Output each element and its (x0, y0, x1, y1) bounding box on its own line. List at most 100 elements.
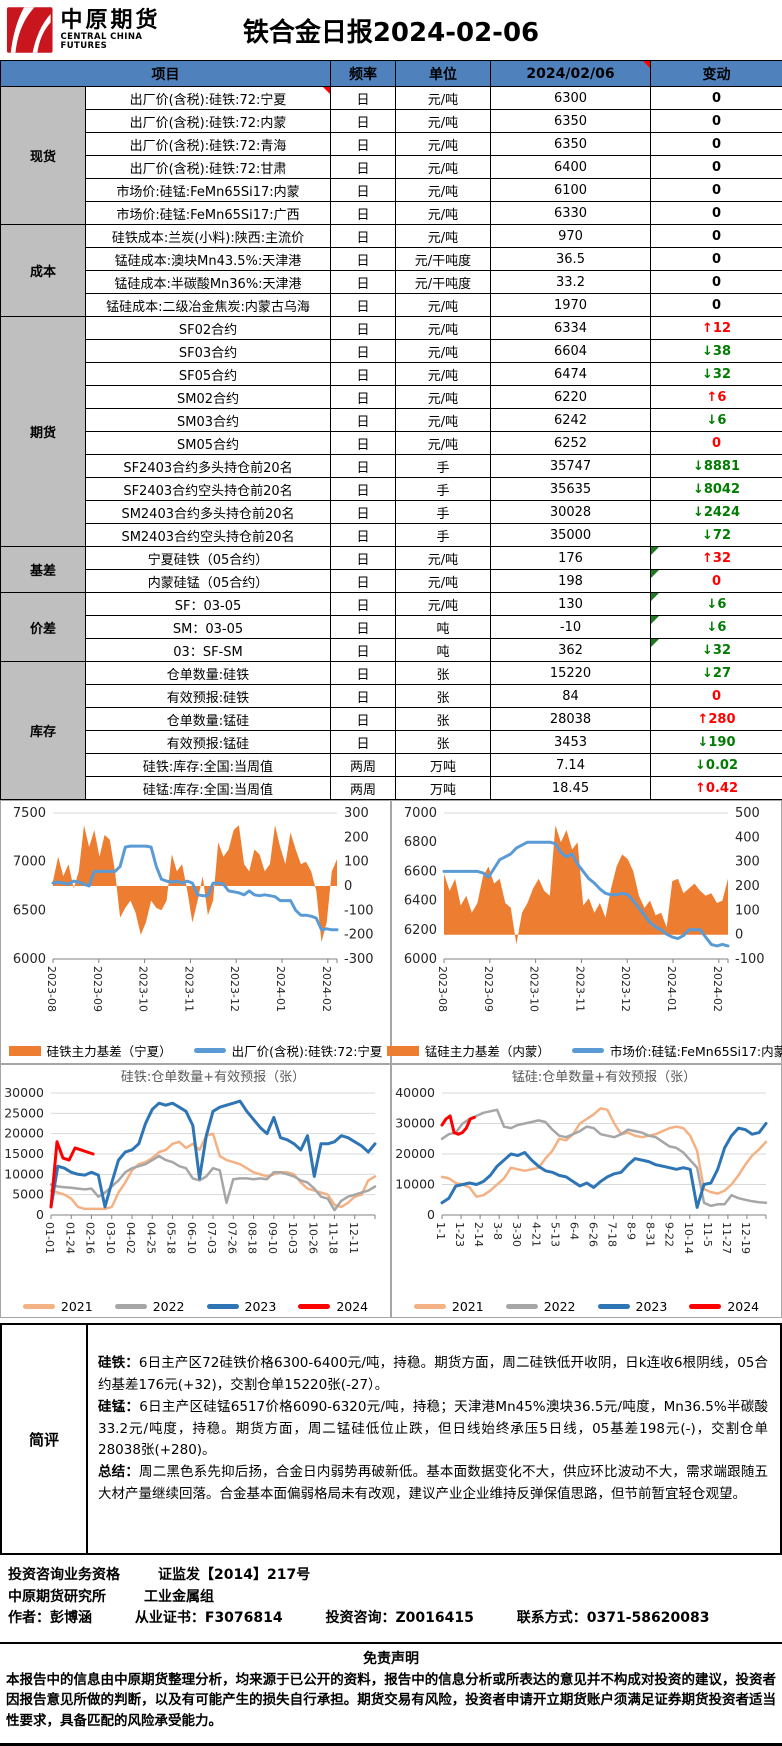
legend-label: 市场价:硅锰:FeMn65Si17:内蒙 (610, 1041, 782, 1060)
freq-cell: 日 (331, 547, 396, 570)
item-cell: 硅铁:库存:全国:当周值 (86, 754, 331, 777)
freq-cell: 日 (331, 340, 396, 363)
disclaimer: 免责声明 本报告中的信息由中原期货整理分析，均来源于已公开的资料，报告中的信息分… (0, 1642, 782, 1746)
change-cell: ↑32 (651, 547, 782, 570)
item-cell: SM02合约 (86, 386, 331, 409)
value-cell: 3453 (491, 731, 651, 754)
chart-legend: 锰硅主力基差（内蒙）市场价:硅锰:FeMn65Si17:内蒙 (392, 1041, 781, 1060)
freq-cell: 两周 (331, 754, 396, 777)
svg-text:10-14: 10-14 (682, 1222, 695, 1254)
item-cell: 仓单数量:锰硅 (86, 708, 331, 731)
svg-text:7-18: 7-18 (606, 1222, 619, 1247)
change-cell: ↑6 (651, 386, 782, 409)
svg-text:09-10: 09-10 (266, 1222, 279, 1254)
unit-cell: 元/吨 (396, 593, 491, 616)
svg-text:3-30: 3-30 (510, 1222, 523, 1247)
unit-cell: 元/吨 (396, 156, 491, 179)
unit-cell: 元/吨 (396, 363, 491, 386)
value-cell: 36.5 (491, 248, 651, 271)
value-cell: 6400 (491, 156, 651, 179)
svg-text:3-8: 3-8 (491, 1222, 504, 1240)
svg-text:04-02: 04-02 (124, 1222, 137, 1254)
freq-cell: 日 (331, 87, 396, 110)
svg-text:10-26: 10-26 (306, 1222, 319, 1254)
item-cell: 仓单数量:硅铁 (86, 662, 331, 685)
svg-text:0: 0 (344, 879, 352, 894)
svg-text:-200: -200 (344, 928, 374, 943)
item-cell: 出厂价(含税):硅铁:72:宁夏 (86, 87, 331, 110)
unit-cell: 元/吨 (396, 87, 491, 110)
freq-cell: 日 (331, 570, 396, 593)
line-swatch-icon (689, 1304, 721, 1309)
svg-text:300: 300 (344, 806, 369, 821)
change-cell: ↓32 (651, 639, 782, 662)
change-cell: ↓2424 (651, 501, 782, 524)
item-cell: SM2403合约空头持仓前20名 (86, 524, 331, 547)
table-header-row: 项目 频率 单位 2024/02/06 变动 (1, 61, 782, 87)
svg-text:2023-10: 2023-10 (528, 966, 541, 1012)
svg-text:30000: 30000 (4, 1085, 44, 1100)
item-cell: 硅锰:库存:全国:当周值 (86, 777, 331, 800)
item-cell: SF03合约 (86, 340, 331, 363)
company-name-cn: 中原期货 (60, 9, 191, 33)
footer-line-department: 中原期货研究所工业金属组 (8, 1587, 774, 1609)
item-cell: SM2403合约多头持仓前20名 (86, 501, 331, 524)
change-cell: 0 (651, 110, 782, 133)
legend-label: 2024 (336, 1299, 368, 1314)
svg-text:7000: 7000 (404, 806, 437, 821)
legend-item: 2023 (207, 1299, 277, 1314)
item-cell: 出厂价(含税):硅铁:72:青海 (86, 133, 331, 156)
unit-cell: 元/吨 (396, 386, 491, 409)
svg-text:04-25: 04-25 (144, 1222, 157, 1254)
unit-cell: 张 (396, 731, 491, 754)
svg-text:7500: 7500 (13, 806, 46, 821)
item-cell: 锰硅成本:二级冶金焦炭:内蒙古乌海 (86, 294, 331, 317)
freq-cell: 日 (331, 455, 396, 478)
svg-text:-300: -300 (344, 952, 374, 967)
unit-cell: 元/吨 (396, 317, 491, 340)
svg-text:2024-01: 2024-01 (274, 966, 287, 1012)
chart-svg: 6000650070007500-300-200-100010020030020… (1, 803, 388, 1035)
value-cell: 130 (491, 593, 651, 616)
area-swatch-icon (9, 1046, 41, 1056)
legend-label: 2022 (153, 1299, 185, 1314)
value-cell: 6604 (491, 340, 651, 363)
chart-svg: 600062006400660068007000-100010020030040… (392, 803, 779, 1035)
freq-cell: 日 (331, 685, 396, 708)
freq-cell: 日 (331, 731, 396, 754)
svg-text:2023-08: 2023-08 (436, 966, 449, 1012)
value-cell: 28038 (491, 708, 651, 731)
unit-cell: 张 (396, 662, 491, 685)
freq-cell: 日 (331, 432, 396, 455)
unit-cell: 元/吨 (396, 432, 491, 455)
svg-text:硅铁:仓单数量+有效预报（张）: 硅铁:仓单数量+有效预报（张） (121, 1070, 305, 1085)
value-cell: 198 (491, 570, 651, 593)
line-swatch-icon (572, 1048, 604, 1053)
svg-text:6-4: 6-4 (567, 1222, 580, 1240)
col-header-change: 变动 (651, 61, 782, 87)
legend-item: 2023 (598, 1299, 668, 1314)
item-cell: 锰硅成本:半碳酸Mn36%:天津港 (86, 271, 331, 294)
value-cell: 6252 (491, 432, 651, 455)
svg-text:12-19: 12-19 (739, 1222, 752, 1254)
change-cell: 0 (651, 570, 782, 593)
value-cell: 35000 (491, 524, 651, 547)
col-header-freq: 频率 (331, 61, 396, 87)
svg-text:11-5: 11-5 (701, 1222, 714, 1247)
svg-text:300: 300 (735, 855, 760, 870)
